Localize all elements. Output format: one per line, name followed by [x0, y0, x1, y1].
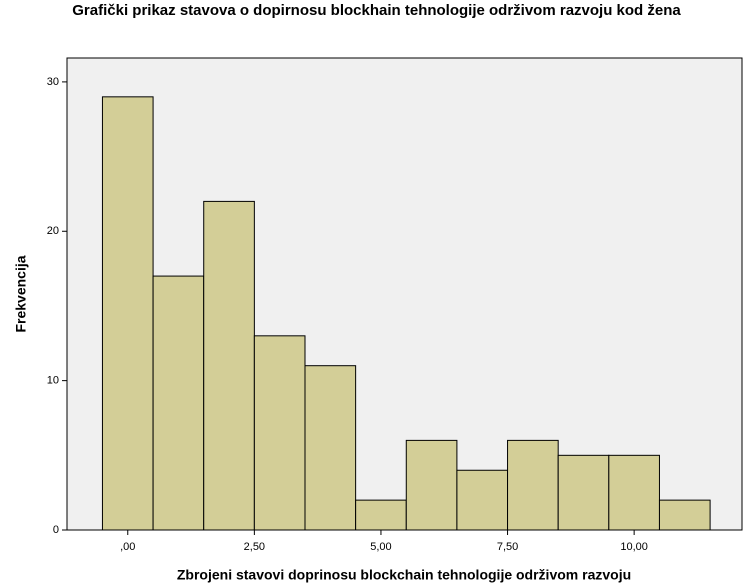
bar [608, 454, 660, 531]
bar [456, 469, 509, 531]
bar [405, 439, 458, 531]
chart-title: Grafički prikaz stavova o dopirnosu bloc… [72, 2, 681, 19]
y-tick-label: 30 [47, 76, 59, 88]
x-tick-label: 7,50 [497, 541, 518, 553]
bar [304, 365, 357, 531]
bar [203, 200, 255, 531]
bar [507, 439, 559, 531]
y-axis-label: Frekvencija [13, 255, 29, 332]
x-tick-label: 2,50 [244, 541, 265, 553]
bar [101, 96, 154, 531]
y-tick-label: 10 [47, 375, 59, 387]
bar [253, 335, 306, 531]
bar [658, 499, 711, 531]
bar [557, 454, 610, 531]
y-tick-label: 0 [53, 524, 59, 536]
x-tick-label: 5,00 [370, 541, 391, 553]
x-axis-label: Zbrojeni stavovi doprinosu blockchain te… [177, 567, 631, 583]
y-tick-label: 20 [47, 225, 59, 237]
x-tick-label: 10,00 [620, 541, 648, 553]
bar [355, 499, 407, 531]
x-tick-label: ,00 [120, 541, 135, 553]
bar [152, 275, 205, 531]
